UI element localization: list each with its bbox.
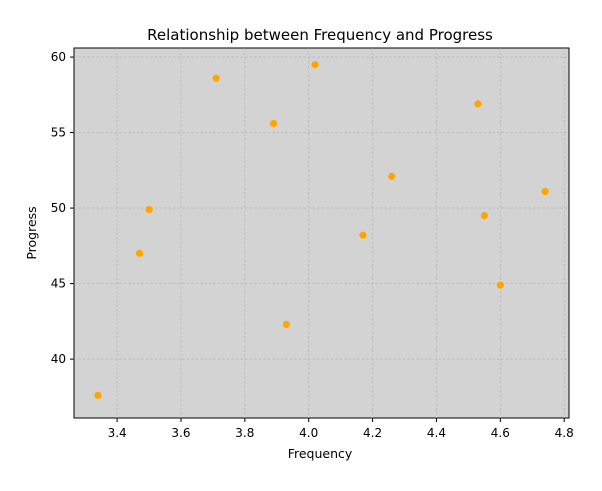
x-tick-label: 3.6: [171, 426, 190, 440]
scatter-point: [269, 119, 278, 128]
y-tick-label: 45: [51, 277, 66, 291]
grid-lines: [74, 48, 569, 418]
scatter-point: [480, 212, 488, 220]
x-tick-label: 3.4: [108, 426, 127, 440]
scatter-point: [474, 100, 482, 108]
x-tick-label: 4.2: [363, 426, 382, 440]
scatter-point: [135, 249, 144, 257]
y-tick-label: 50: [51, 201, 66, 215]
scatter-point: [94, 391, 102, 399]
data-points: [94, 61, 549, 399]
y-tick-label: 60: [51, 50, 66, 64]
scatter-point: [282, 320, 290, 328]
scatter-point: [311, 61, 319, 69]
scatter-point: [541, 187, 549, 196]
y-tick-label: 55: [51, 126, 66, 140]
scatter-point: [496, 281, 504, 289]
x-tick-label: 4.8: [555, 426, 574, 440]
x-axis-label: Frequency: [288, 446, 353, 461]
x-axis: 3.4 3.6 3.8 4.0 4.2 4.4 4.6 4.8: [108, 418, 574, 440]
x-tick-label: 3.8: [235, 426, 254, 440]
chart-title: Relationship between Frequency and Progr…: [147, 26, 493, 44]
x-tick-label: 4.6: [491, 426, 510, 440]
scatter-point: [359, 231, 367, 239]
x-tick-label: 4.0: [299, 426, 318, 440]
plot-area: [73, 47, 570, 419]
x-tick-label: 4.4: [427, 426, 446, 440]
scatter-point: [145, 205, 153, 214]
scatter-point: [212, 74, 220, 82]
scatter-point: [388, 172, 396, 180]
y-axis: 40 45 50 55 60: [51, 50, 74, 366]
y-tick-label: 40: [51, 352, 66, 366]
y-axis-label: Progress: [24, 206, 39, 259]
